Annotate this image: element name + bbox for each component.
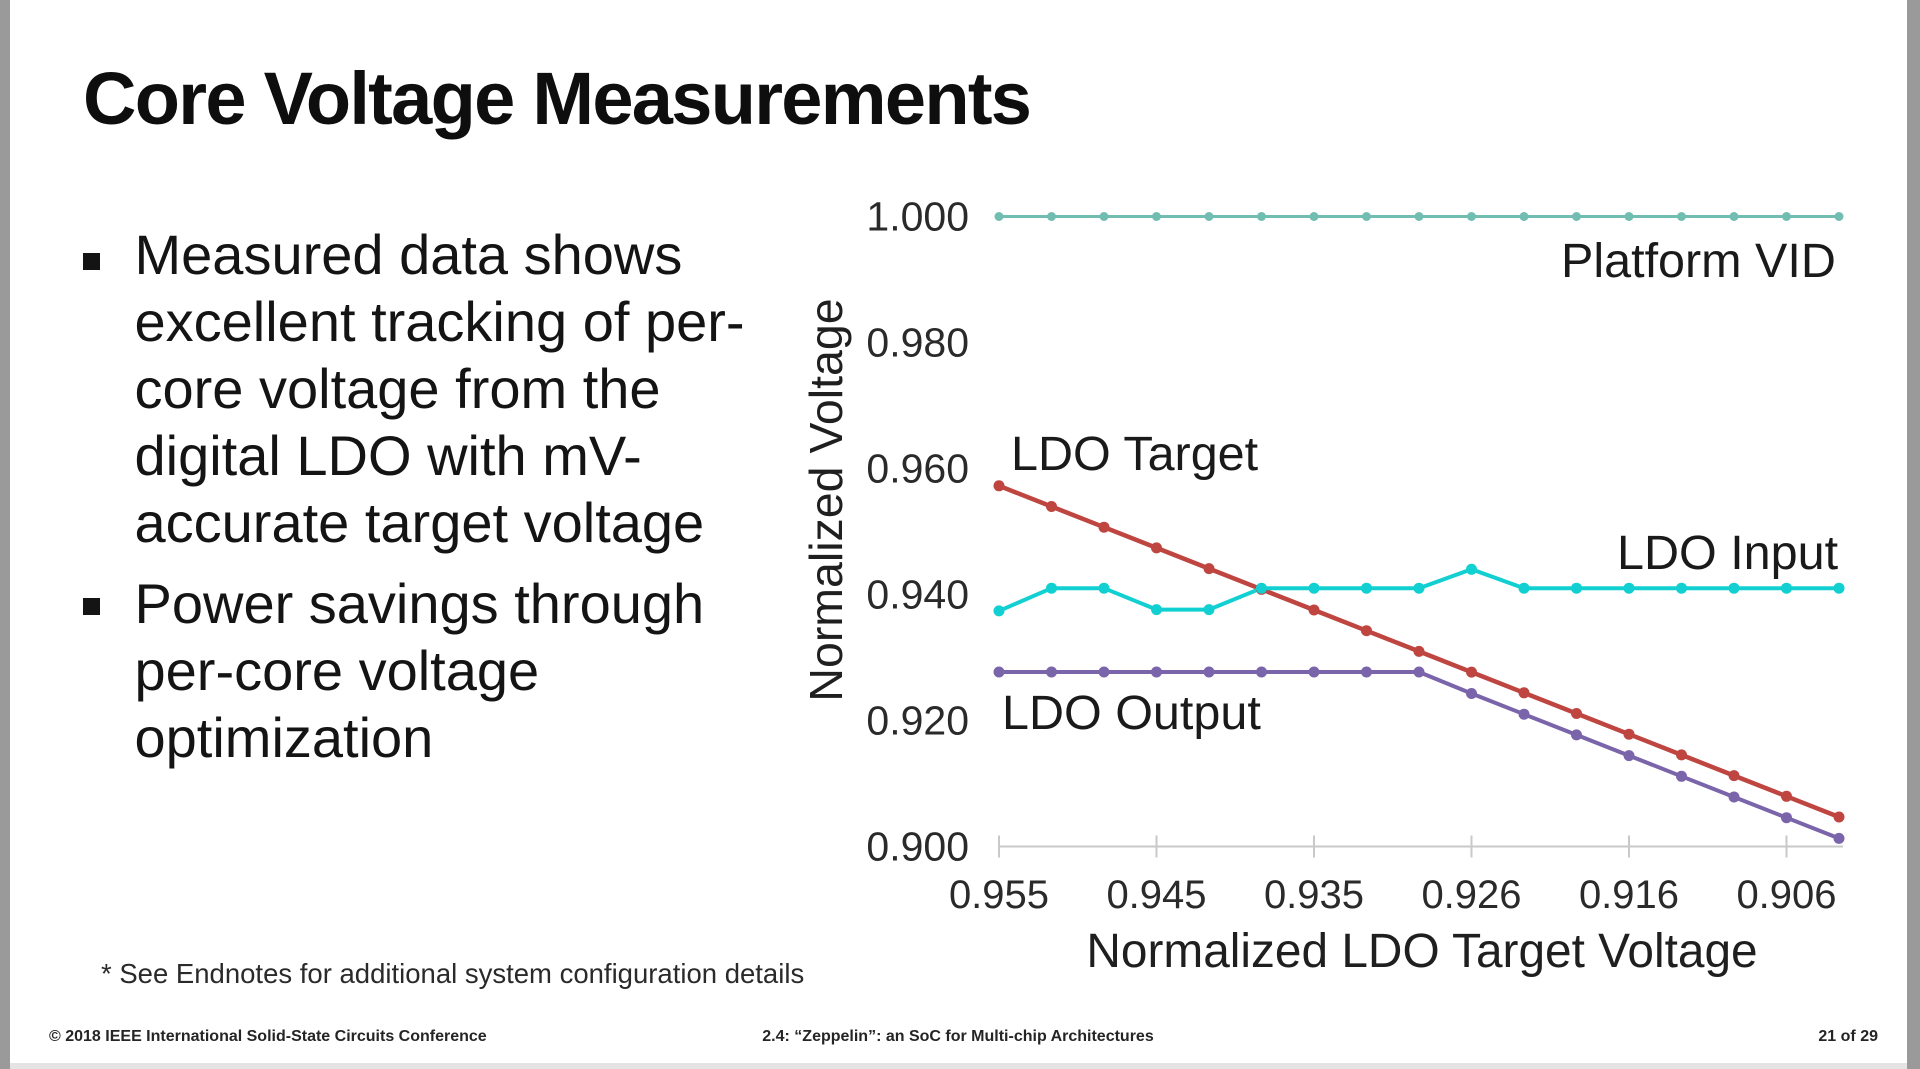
svg-text:LDO Input: LDO Input <box>1617 526 1839 580</box>
svg-text:1.000: 1.000 <box>866 194 969 240</box>
svg-text:0.980: 0.980 <box>866 320 969 366</box>
svg-text:0.900: 0.900 <box>866 824 969 870</box>
svg-text:LDO Output: LDO Output <box>1002 686 1261 740</box>
svg-text:LDO Target: LDO Target <box>1011 427 1259 481</box>
svg-text:0.945: 0.945 <box>1106 873 1206 917</box>
svg-text:0.920: 0.920 <box>866 698 969 744</box>
svg-text:0.955: 0.955 <box>949 873 1049 917</box>
svg-text:0.935: 0.935 <box>1264 873 1364 917</box>
svg-text:0.960: 0.960 <box>866 446 969 492</box>
svg-text:Normalized Voltage: Normalized Voltage <box>800 298 852 701</box>
svg-text:0.940: 0.940 <box>866 572 969 618</box>
svg-text:0.906: 0.906 <box>1736 873 1836 917</box>
svg-text:Platform VID: Platform VID <box>1561 234 1836 288</box>
svg-text:Normalized LDO Target Voltage: Normalized LDO Target Voltage <box>1086 925 1757 978</box>
svg-text:0.926: 0.926 <box>1421 873 1521 917</box>
svg-text:0.916: 0.916 <box>1579 873 1679 917</box>
